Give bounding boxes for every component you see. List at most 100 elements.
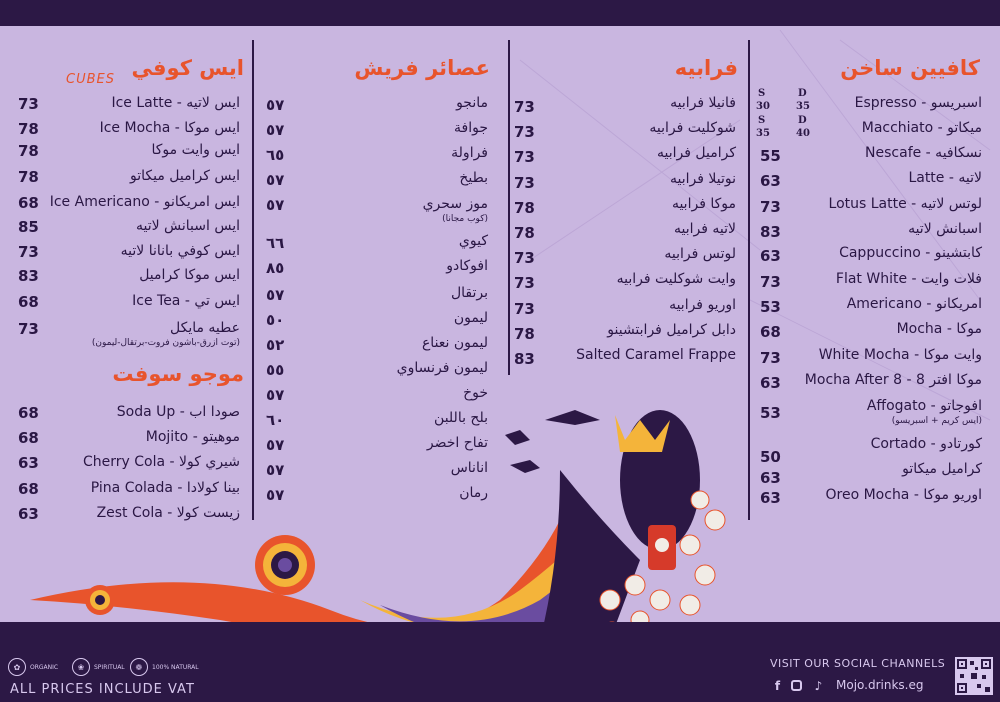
menu-item-name: وايت موكا - White Mocha (818, 347, 982, 363)
menu-item-price: 73 (18, 95, 39, 113)
menu-item-name: فلات وايت - Flat White (835, 271, 982, 287)
menu-item-name: كراميل ميكاتو (902, 461, 982, 477)
leaf-icon: ✿ (8, 658, 26, 676)
menu-item-name: بطيخ (459, 170, 488, 186)
menu-item-name: فراولة (451, 145, 488, 161)
menu-item-name: صودا اب - Soda Up (116, 404, 240, 420)
menu-item-price: ٥٧ (266, 436, 285, 454)
menu-item-price: 73 (514, 123, 535, 142)
size-price: 35 (756, 128, 770, 139)
menu-item-name: موكا افتر 8 - Mocha After 8 (804, 372, 982, 388)
badge-natural: ❁ 100% NATURAL (130, 658, 199, 676)
menu-item-price: ٥٧ (266, 461, 285, 479)
menu-item-name: اسبانش لاتيه (908, 221, 982, 237)
menu-item-price: 63 (18, 505, 39, 523)
size-label: D (798, 88, 807, 99)
menu-item-price: 78 (514, 198, 535, 217)
section-title-iced-coffee: ايس كوفي (131, 56, 244, 80)
menu-item-name: ميكاتو - Macchiato (861, 120, 982, 136)
menu-item-price: ٦٥ (266, 146, 285, 164)
menu-item-price: 73 (18, 243, 39, 261)
menu-item-price: 68 (760, 323, 781, 341)
menu-item-price: 68 (18, 293, 39, 311)
menu-item-price: ٨٥ (266, 259, 285, 277)
menu-item-price: ٥٧ (266, 171, 285, 189)
menu-item-price: 73 (514, 274, 535, 293)
menu-item-name: خوخ (463, 385, 488, 401)
facebook-icon[interactable]: f (774, 678, 781, 693)
size-label: S (758, 115, 766, 126)
menu-item-name: ليمون فرنساوي (396, 360, 488, 376)
menu-item-name: موز سحري (422, 196, 488, 212)
menu-item-price: ٥٧ (266, 486, 285, 504)
menu-item-name: وايت شوكليت فرابيه (616, 271, 736, 288)
instagram-icon[interactable] (789, 678, 804, 693)
menu-item-name: كورتادو - Cortado (870, 436, 982, 452)
menu-item-name: افوجاتو - Affogato (866, 398, 982, 414)
menu-item-name: موكا فرابيه (671, 195, 736, 212)
top-bar (0, 0, 1000, 26)
menu-item-name: اوريو موكا - Oreo Mocha (825, 487, 983, 503)
menu-item-name: فانيلا فرابيه (670, 95, 736, 111)
menu-item-price: 73 (514, 148, 535, 167)
menu-item-name: تفاح اخضر (426, 435, 488, 451)
menu-item-name: عطيه مايكل (169, 320, 240, 336)
section-title-frappe: فرابيه (674, 56, 738, 80)
menu-item-price: ٥٧ (266, 121, 285, 139)
menu-item-price: 83 (18, 267, 39, 285)
menu-item-price: ٥٧ (266, 196, 285, 214)
size-price: 30 (756, 101, 770, 112)
menu-item-name: شيري كولا - Cherry Cola (83, 454, 240, 470)
menu-item-name: شوكليت فرابيه (649, 120, 736, 137)
menu-item-price: 68 (18, 194, 39, 212)
menu-item-price: ٥٧ (266, 386, 285, 404)
menu-item-price: 63 (18, 454, 39, 472)
menu-item-price: 73 (514, 173, 535, 192)
menu-item-name: Salted Caramel Frappe (576, 347, 736, 363)
menu-item-name: ايس موكا كراميل (139, 267, 240, 283)
menu-item-name: اسبريسو - Espresso (854, 95, 982, 111)
badge-spiritual: ❀ SPIRITUAL (72, 658, 125, 676)
menu-item-name: كراميل فرابيه (657, 145, 736, 162)
menu-item-name: نسكافيه - Nescafe (865, 145, 982, 161)
menu-item-price: ٥٧ (266, 286, 285, 304)
menu-item-price: 55 (760, 147, 781, 165)
menu-item-price: 78 (18, 142, 39, 160)
menu-item-name: ايس وايت موكا (151, 142, 241, 158)
menu-item-name: اوريو فرابيه (669, 296, 736, 313)
menu-item-name: اناناس (450, 460, 488, 476)
size-label: D (798, 115, 807, 126)
menu-item-name: رمان (459, 485, 488, 501)
menu-item-price: 68 (18, 429, 39, 447)
menu-item-price: 73 (514, 299, 535, 318)
size-price: 40 (796, 128, 810, 139)
menu-item-name: موهيتو - Mojito (145, 429, 240, 445)
menu-item-price: ٦٠ (266, 411, 285, 429)
menu-item-price: 73 (514, 249, 535, 268)
menu-item-price: 68 (18, 404, 39, 422)
qr-code[interactable] (955, 657, 993, 695)
menu-item-name: لاتيه فرابيه (674, 221, 736, 237)
menu-item-price: 53 (760, 404, 781, 422)
menu-item-price: ٥٥ (266, 361, 285, 379)
menu-item-price: 53 (760, 298, 781, 316)
menu-item-name: كابتشينو - Cappuccino (839, 245, 982, 261)
menu-item-name: بينا كولادا - Pina Colada (90, 480, 240, 496)
menu-item-name: ليمون نعناع (421, 335, 488, 351)
menu-item-price: 50 (760, 448, 781, 466)
social-handle[interactable]: Mojo.drinks.eg (836, 678, 924, 692)
plant-icon: ❁ (130, 658, 148, 676)
menu-item-price: 73 (514, 98, 535, 116)
cubes-label: CUBES (66, 72, 115, 87)
menu-item-price: 78 (514, 324, 535, 343)
column-divider (508, 40, 510, 375)
menu-item-price: 73 (760, 273, 781, 291)
menu-item-name: برتقال (450, 285, 488, 301)
menu-item-price: 63 (760, 374, 781, 392)
badge-organic: ✿ ORGANIC (8, 658, 58, 676)
tiktok-icon[interactable]: ♪ (814, 678, 823, 693)
menu-item-price: 63 (760, 172, 781, 190)
lotus-icon: ❀ (72, 658, 90, 676)
menu-item-note: (توت ازرق-باشون فروت-برتقال-ليمون) (91, 338, 240, 348)
